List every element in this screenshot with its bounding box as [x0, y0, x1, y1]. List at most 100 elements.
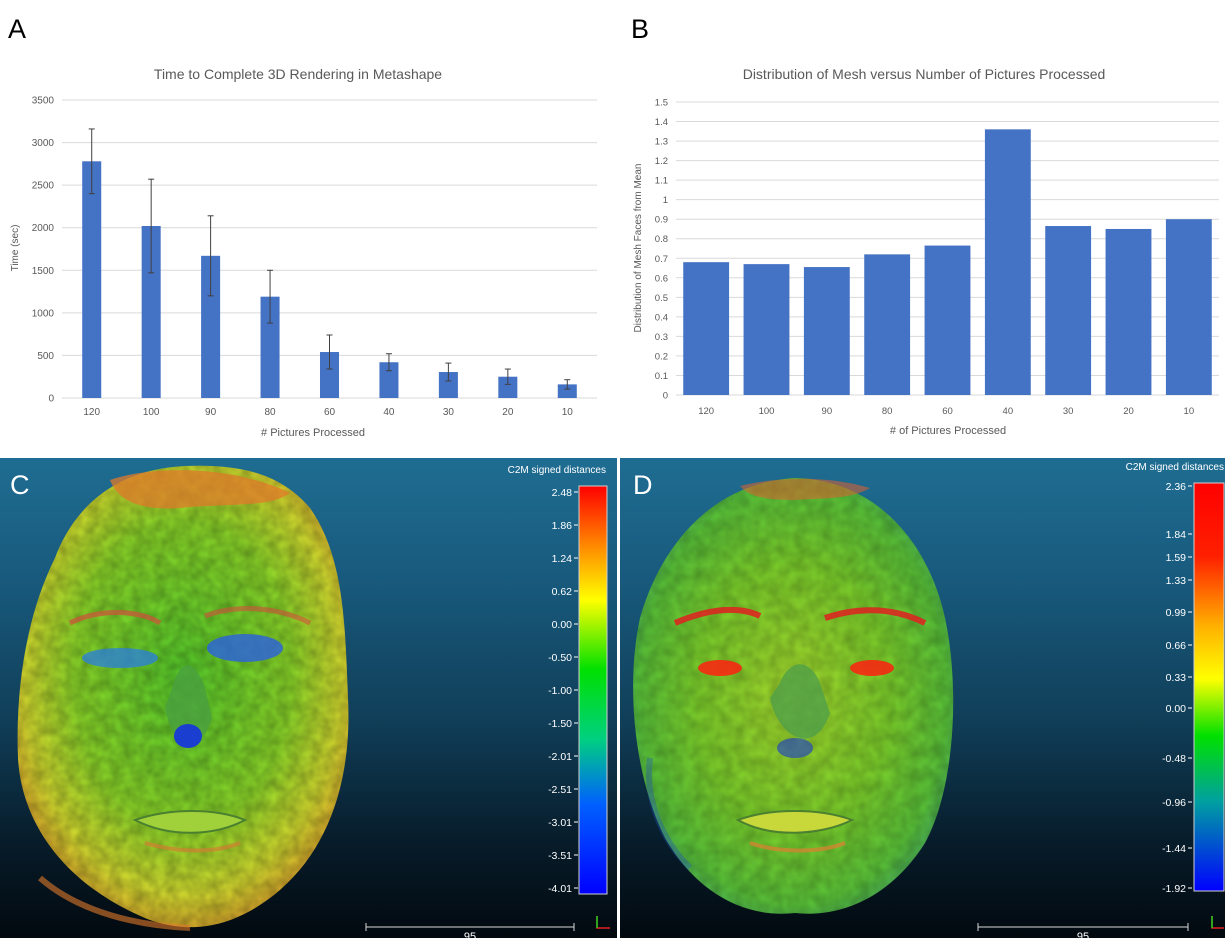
- error-bar-60: [326, 334, 333, 370]
- y-tick-label: 2500: [32, 181, 55, 192]
- chart-a-error-bars: [88, 128, 571, 390]
- y-tick-label: 0: [663, 391, 668, 402]
- colorbar-tick-label: 1.86: [552, 520, 573, 532]
- y-tick-label: 1000: [32, 308, 55, 319]
- y-tick-label: 0.5: [655, 293, 668, 304]
- x-tick-label: 100: [143, 407, 160, 418]
- x-tick-label: 120: [698, 406, 714, 417]
- colorbar-tick-label: -3.51: [548, 850, 572, 862]
- bar-60: [319, 352, 340, 398]
- panel-label-d: D: [633, 470, 653, 500]
- y-tick-label: 3000: [32, 138, 55, 149]
- y-tick-label: 1500: [32, 266, 55, 277]
- bar-90: [201, 255, 221, 398]
- colorbar-tick-label: 0.00: [1166, 703, 1187, 715]
- bar-100: [743, 264, 790, 395]
- chart-b-x-axis-label: # of Pictures Processed: [890, 425, 1006, 437]
- bar-10: [557, 384, 577, 398]
- x-tick-label: 60: [324, 407, 336, 418]
- x-tick-label: 80: [264, 407, 276, 418]
- colorbar-tick-label: 2.36: [1166, 481, 1187, 493]
- chart-b-bars: [683, 129, 1212, 395]
- colorbar-c-title: C2M signed distances: [508, 465, 606, 476]
- scale-bar-d-label: 95: [1077, 931, 1089, 938]
- x-tick-label: 30: [1063, 406, 1074, 417]
- x-tick-label: 10: [562, 407, 574, 418]
- bar-20: [498, 376, 518, 398]
- axis-gizmo-d: [1211, 916, 1224, 929]
- chart-a-y-tick-labels: 0 500 1000 1500 2000 2500 3000 3500: [32, 96, 55, 405]
- colorbar-tick-label: -0.48: [1162, 753, 1186, 765]
- scale-bar-c-label: 95: [464, 931, 476, 938]
- colorbar-tick-label: 1.24: [552, 553, 573, 565]
- x-tick-label: 30: [443, 407, 455, 418]
- colorbar-tick-label: 1.59: [1166, 552, 1187, 564]
- y-tick-label: 0.4: [655, 312, 668, 323]
- chart-b-x-tick-labels: 120 100 90 80 60 40 30 20 10: [698, 406, 1194, 417]
- panel-label-b: B: [631, 14, 650, 44]
- y-tick-label: 1.1: [655, 176, 668, 187]
- x-tick-label: 90: [822, 406, 833, 417]
- face-mesh-c: [17, 465, 349, 931]
- y-tick-label: 500: [37, 351, 54, 362]
- colorbar-tick-label: -4.01: [548, 883, 572, 895]
- colorbar-tick-label: -0.50: [548, 652, 572, 664]
- colorbar-d: [1193, 482, 1225, 892]
- face-scan-c: C2M signed distances 2.48 1.86 1.24 0.62 0.0…: [17, 465, 610, 938]
- chart-a-x-axis-label: # Pictures Processed: [261, 427, 365, 439]
- colorbar-tick-label: -2.01: [548, 751, 572, 763]
- y-tick-label: 3500: [32, 96, 55, 107]
- error-bar-90: [207, 215, 214, 297]
- y-tick-label: 0: [48, 394, 54, 405]
- x-tick-label: 80: [882, 406, 893, 417]
- axis-gizmo-c: [596, 916, 610, 929]
- viewer-c: C2M signed distances 2.48 1.86 1.24 0.62 0.0…: [0, 458, 617, 938]
- panel-label-a: A: [8, 14, 27, 44]
- chart-a-bars: [82, 161, 577, 398]
- bar-30: [1045, 226, 1092, 395]
- bar-100: [141, 226, 161, 398]
- bar-40: [984, 129, 1031, 395]
- colorbar-d-ticks: 2.36 1.84 1.59 1.33 0.99 0.66 0.33 0.00 -0.48 -0.…: [1162, 481, 1192, 895]
- bar-10: [1165, 219, 1212, 395]
- y-tick-label: 1.2: [655, 156, 668, 167]
- bar-80: [260, 296, 280, 398]
- bar-30: [438, 372, 458, 398]
- chart-b-y-tick-labels: 0 0.1 0.2 0.3 0.4 0.5 0.6 0.7 0.8 0.9 1 1.1 1.2 1.3 1.…: [655, 98, 668, 402]
- colorbar-tick-label: 0.99: [1166, 607, 1187, 619]
- error-bar-80: [267, 269, 274, 324]
- chart-b-title: Distribution of Mesh versus Number of Pi…: [743, 66, 1106, 82]
- colorbar-tick-label: -1.92: [1162, 883, 1186, 895]
- colorbar-tick-label: -0.96: [1162, 797, 1186, 809]
- colorbar-tick-label: -1.44: [1162, 843, 1186, 855]
- error-bar-30: [445, 362, 452, 382]
- error-bar-120: [88, 128, 95, 195]
- y-tick-label: 0.3: [655, 332, 668, 343]
- y-tick-label: 1: [663, 195, 668, 206]
- y-tick-label: 0.8: [655, 234, 668, 245]
- colorbar-tick-label: 0.33: [1166, 672, 1187, 684]
- panel-label-c: C: [10, 470, 30, 500]
- x-tick-label: 90: [205, 407, 217, 418]
- chart-a-x-tick-labels: 120 100 90 80 60 40 30 20 10: [83, 407, 573, 418]
- chart-rendering-time: Time to Complete 3D Rendering in Metasha…: [10, 66, 597, 439]
- bar-40: [379, 362, 399, 398]
- colorbar-tick-label: 1.84: [1166, 529, 1187, 541]
- colorbar-tick-label: -1.00: [548, 685, 572, 697]
- x-tick-label: 100: [759, 406, 775, 417]
- error-bar-100: [148, 178, 155, 274]
- colorbar-c: [578, 485, 608, 895]
- colorbar-tick-label: 2.48: [552, 487, 573, 499]
- colorbar-d-title: C2M signed distances: [1126, 462, 1224, 473]
- y-tick-label: 2000: [32, 223, 55, 234]
- x-tick-label: 120: [83, 407, 100, 418]
- y-tick-label: 1.5: [655, 98, 668, 109]
- y-tick-label: 0.6: [655, 273, 668, 284]
- bar-20: [1105, 228, 1152, 395]
- x-tick-label: 10: [1184, 406, 1195, 417]
- colorbar-tick-label: -2.51: [548, 784, 572, 796]
- bar-120: [82, 161, 102, 398]
- chart-a-title: Time to Complete 3D Rendering in Metasha…: [154, 66, 442, 82]
- y-tick-label: 1.4: [655, 117, 668, 128]
- colorbar-c-ticks: 2.48 1.86 1.24 0.62 0.00 -0.50 -1.00 -1.50 -2.01…: [548, 487, 578, 895]
